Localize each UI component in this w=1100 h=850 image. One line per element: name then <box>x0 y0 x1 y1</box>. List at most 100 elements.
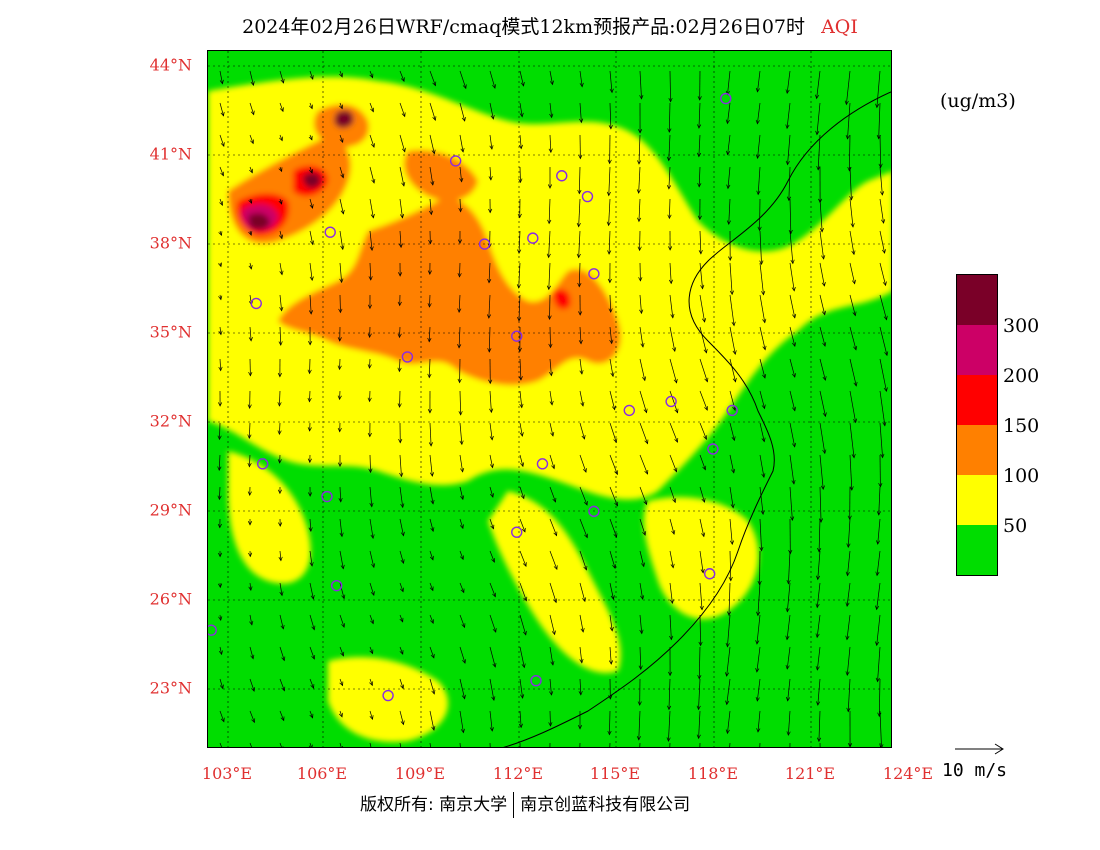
wind-arrow <box>219 742 222 747</box>
wind-arrow <box>878 486 881 515</box>
wind-arrow <box>816 70 821 99</box>
wind-arrow-head <box>577 725 583 730</box>
wind-arrow <box>876 70 881 108</box>
wind-arrow-head <box>612 564 617 569</box>
unit-label: (ug/m3) <box>940 90 1016 112</box>
wind-arrow <box>786 646 791 669</box>
wind-arrow <box>279 326 282 346</box>
wind-arrow <box>339 102 343 109</box>
wind-arrow-head <box>398 438 403 444</box>
wind-arrow <box>399 70 405 82</box>
wind-arrow <box>638 134 641 165</box>
wind-arrow <box>249 70 254 86</box>
wind-arrow-head <box>520 494 525 500</box>
wind-arrow-head <box>487 348 492 353</box>
wind-arrow-head <box>337 365 342 371</box>
wind-arrow <box>609 326 613 344</box>
wind-arrow <box>819 422 826 454</box>
wind-arrow-head <box>670 313 675 319</box>
wind-arrow-head <box>432 116 437 121</box>
wind-arrow-head <box>792 406 797 412</box>
wind-arrow <box>609 550 616 569</box>
wind-arrow-head <box>584 533 588 539</box>
wind-arrow <box>757 70 761 92</box>
wind-arrow-head <box>337 337 342 342</box>
wind-arrow-head <box>884 351 889 357</box>
wind-arrow-head <box>247 462 252 468</box>
wind-arrow-head <box>819 227 824 233</box>
wind-arrow-head <box>875 571 880 577</box>
wind-arrow-head <box>548 343 553 349</box>
wind-arrow-head <box>339 72 343 78</box>
wind-arrow <box>699 454 706 470</box>
station-marker <box>382 689 394 702</box>
wind-arrow <box>309 70 314 80</box>
wind-arrow <box>519 390 523 408</box>
wind-arrow-head <box>340 651 345 657</box>
wind-arrow <box>729 262 733 295</box>
wind-arrow <box>727 710 731 734</box>
wind-arrow-head <box>217 495 222 501</box>
wind-arrow <box>489 614 497 633</box>
wind-arrow <box>459 454 463 472</box>
wind-arrow-head <box>462 84 467 90</box>
wind-arrow <box>489 102 494 120</box>
wind-arrow <box>549 646 554 666</box>
wind-arrow <box>668 710 671 742</box>
wind-arrow-head <box>700 568 705 574</box>
legend-label-150: 150 <box>1003 415 1040 437</box>
wind-arrow <box>489 486 494 498</box>
wind-arrow-head <box>457 273 462 278</box>
wind-arrow-head <box>492 592 497 598</box>
wind-arrow <box>519 710 522 728</box>
wind-arrow <box>519 486 525 499</box>
wind-arrow <box>459 582 465 593</box>
legend-swatch-hazardous <box>957 275 997 325</box>
wind-arrow <box>549 614 556 635</box>
wind-arrow <box>339 518 343 537</box>
wind-arrow-head <box>519 112 524 118</box>
wind-arrow-head <box>583 500 588 506</box>
wind-arrow <box>429 102 436 121</box>
wind-arrow-head <box>309 276 314 282</box>
wind-reference-arrow <box>955 743 1004 755</box>
wind-arrow <box>847 518 851 548</box>
wind-arrow-head <box>761 404 766 410</box>
wind-arrow <box>249 134 254 144</box>
wind-arrow <box>489 454 493 468</box>
wind-arrow <box>639 486 647 505</box>
wind-arrow <box>729 454 735 473</box>
wind-arrow <box>729 326 736 355</box>
wind-arrow-head <box>880 453 885 459</box>
wind-arrow <box>339 134 344 143</box>
wind-arrow <box>249 646 254 659</box>
wind-arrow <box>549 102 553 118</box>
wind-arrow <box>639 518 646 536</box>
wind-arrow <box>458 326 461 348</box>
wind-arrow <box>668 166 671 189</box>
wind-arrow <box>846 646 851 676</box>
wind-arrow <box>309 710 313 718</box>
wind-arrow <box>489 166 492 180</box>
wind-arrow <box>849 422 855 458</box>
wind-arrow-head <box>521 527 526 533</box>
wind-arrow-head <box>277 372 282 378</box>
wind-arrow-head <box>490 114 495 120</box>
wind-arrow <box>519 550 527 567</box>
wind-arrow-head <box>491 558 496 563</box>
wind-arrow-head <box>552 497 557 503</box>
wind-arrow <box>849 230 855 255</box>
wind-arrow-head <box>549 400 554 406</box>
wind-arrow <box>727 70 731 95</box>
wind-arrow-head <box>582 597 587 603</box>
wind-arrow <box>219 134 225 147</box>
wind-arrow <box>429 486 434 504</box>
wind-arrow-head <box>755 640 760 645</box>
wind-arrow <box>789 358 796 378</box>
wind-arrow-head <box>278 556 283 562</box>
wind-arrow-head <box>307 397 312 403</box>
lon-label-118: 118°E <box>687 764 739 783</box>
wind-arrow-head <box>761 473 766 479</box>
wind-arrow-head <box>489 463 494 469</box>
wind-vectors <box>217 70 889 747</box>
